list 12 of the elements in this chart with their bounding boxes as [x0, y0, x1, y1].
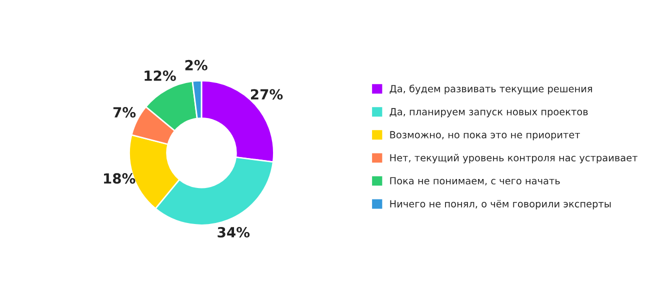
legend-label: Да, планируем запуск новых проектов — [390, 108, 588, 118]
legend-label: Да, будем развивать текущие решения — [390, 84, 592, 94]
legend-label: Пока не понимаем, с чего начать — [390, 177, 560, 186]
legend-label: Нет, текущий уровень контроля нас устраивает — [390, 154, 638, 164]
legend-label: Возможно, но пока это не приоритет — [390, 131, 580, 140]
data-label: 7% — [113, 107, 136, 118]
data-label: 2% — [185, 60, 208, 70]
data-label: 34% — [218, 226, 250, 238]
data-label: 27% — [250, 89, 283, 100]
legend-label: Ничего не понял, о чём говорили эксперты — [390, 200, 611, 210]
data-label: 18% — [104, 173, 136, 184]
data-label: 12% — [144, 70, 176, 81]
